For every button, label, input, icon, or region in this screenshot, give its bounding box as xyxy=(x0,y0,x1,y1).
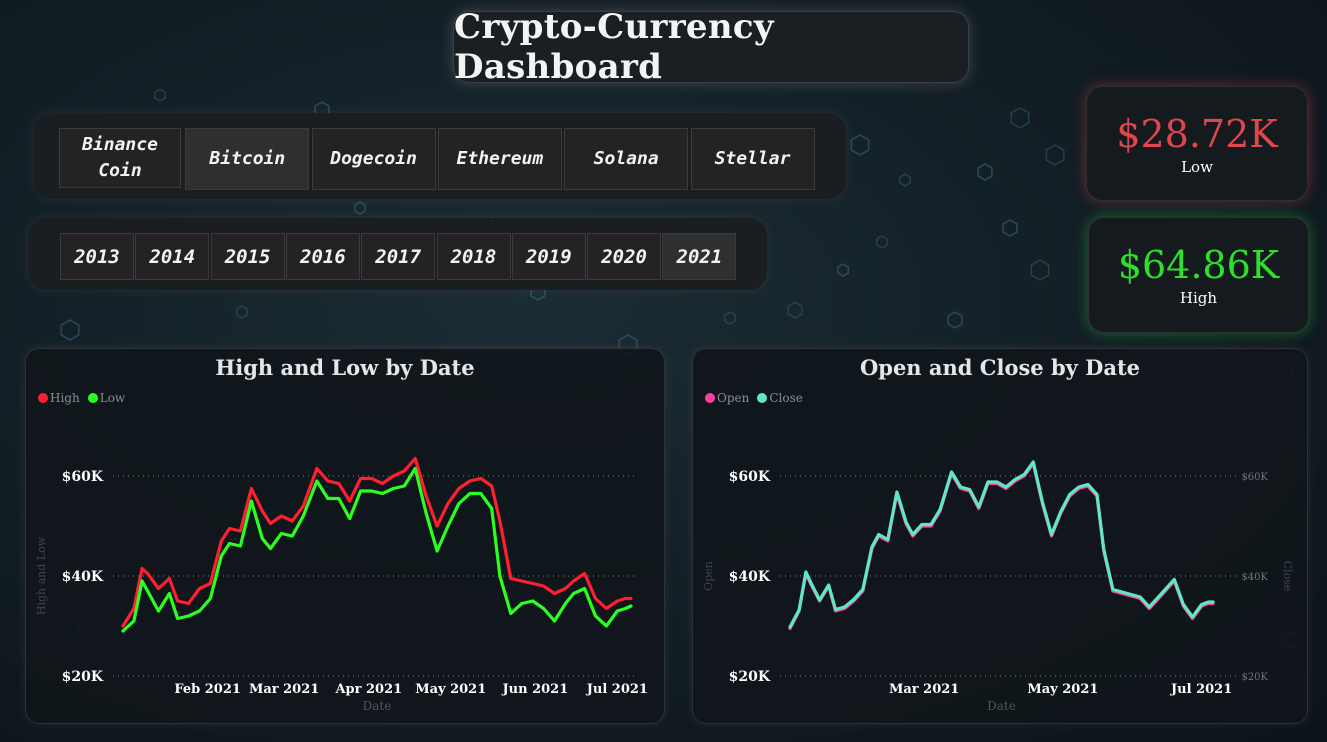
legend-open-label: Open xyxy=(717,391,750,405)
high-low-chart-title: High and Low by Date xyxy=(215,355,475,380)
background-hexagon xyxy=(1030,259,1050,281)
coin-button-bitcoin[interactable]: Bitcoin xyxy=(185,128,310,190)
high-low-legend[interactable]: High Low xyxy=(38,391,125,405)
legend-low-label: Low xyxy=(99,391,126,405)
legend-item-close[interactable]: Close xyxy=(757,391,803,405)
y-tick-label: $40K xyxy=(729,569,771,585)
x-tick-label: Feb 2021 xyxy=(174,682,241,697)
y-tick-label: $60K xyxy=(729,469,771,485)
y-right-tick-label: $40K xyxy=(1241,572,1268,583)
year-button-2016[interactable]: 2016 xyxy=(285,233,360,280)
low-kpi-label: Low xyxy=(1181,157,1213,176)
legend-item-high[interactable]: High xyxy=(38,391,80,405)
x-tick-label: Jul 2021 xyxy=(586,682,648,697)
x-tick-label: Mar 2021 xyxy=(249,682,319,697)
x-tick-label: Jun 2021 xyxy=(502,682,569,697)
background-hexagon xyxy=(154,88,166,102)
y-tick-label: $60K xyxy=(62,469,104,485)
x-tick-label: May 2021 xyxy=(1027,682,1098,697)
x-axis-title: Date xyxy=(987,699,1016,713)
legend-item-open[interactable]: Open xyxy=(705,391,749,405)
y-right-axis-title: Close xyxy=(1281,561,1294,592)
open-close-chart-title: Open and Close by Date xyxy=(859,355,1141,380)
y-tick-label: $20K xyxy=(729,669,771,685)
background-hexagon xyxy=(354,201,366,215)
x-tick-label: Apr 2021 xyxy=(334,682,402,697)
background-hexagon xyxy=(60,319,80,341)
x-tick-label: May 2021 xyxy=(415,682,486,697)
background-hexagon xyxy=(1010,107,1030,129)
y-tick-label: $20K xyxy=(62,669,104,685)
background-hexagon xyxy=(899,173,911,187)
open-close-legend[interactable]: Open Close xyxy=(705,391,803,405)
background-hexagon xyxy=(724,311,736,325)
year-button-2021[interactable]: 2021 xyxy=(662,233,737,280)
legend-high-label: High xyxy=(50,391,80,405)
background-hexagon xyxy=(1002,219,1018,237)
coin-slicer: Binance Coin Bitcoin Dogecoin Ethereum Solan… xyxy=(33,113,846,199)
open-close-chart-panel: $20K $40K $60K $20K $40K $60K Mar 2021 May 2021… xyxy=(692,348,1308,724)
background-hexagon xyxy=(947,311,963,329)
year-button-2013[interactable]: 2013 xyxy=(60,233,134,280)
year-button-2020[interactable]: 2020 xyxy=(587,233,662,280)
legend-item-low[interactable]: Low xyxy=(87,391,126,405)
legend-open-marker xyxy=(705,393,715,403)
x-axis-title: Date xyxy=(363,699,392,713)
coin-button-stellar[interactable]: Stellar xyxy=(690,128,815,190)
background-hexagon xyxy=(1045,144,1065,166)
y-tick-label: $40K xyxy=(62,569,104,585)
series-line-close[interactable] xyxy=(788,460,1215,629)
y-axis-title: Open xyxy=(702,561,715,591)
year-button-2018[interactable]: 2018 xyxy=(436,233,511,280)
high-low-chart[interactable]: $20K $40K $60K Feb 2021 Mar 2021 Apr 2021 May … xyxy=(26,349,664,723)
x-tick-label: Jul 2021 xyxy=(1170,682,1232,697)
year-slicer: 2013 2014 2015 2016 2017 2018 2019 2020 2021 xyxy=(28,218,767,290)
background-hexagon xyxy=(977,163,993,181)
y-right-tick-label: $60K xyxy=(1241,472,1268,483)
coin-button-solana[interactable]: Solana xyxy=(564,128,689,190)
coin-button-dogecoin[interactable]: Dogecoin xyxy=(311,128,436,190)
legend-low-marker xyxy=(87,393,98,403)
background-hexagon xyxy=(876,235,888,249)
legend-close-label: Close xyxy=(769,391,803,405)
high-kpi-card: $64.86K High xyxy=(1088,217,1309,333)
year-button-2019[interactable]: 2019 xyxy=(511,233,586,280)
dashboard-title: Crypto-Currency Dashboard xyxy=(454,7,774,87)
series-line-high[interactable] xyxy=(121,456,633,628)
background-hexagon xyxy=(850,134,870,156)
low-kpi-card: $28.72K Low xyxy=(1086,86,1308,201)
open-close-chart[interactable]: $20K $40K $60K $20K $40K $60K Mar 2021 May 2021… xyxy=(693,349,1307,723)
low-kpi-value: $28.72K xyxy=(1116,111,1278,156)
high-low-chart-panel: $20K $40K $60K Feb 2021 Mar 2021 Apr 2021 May … xyxy=(25,348,665,724)
coin-button-ethereum[interactable]: Ethereum xyxy=(437,128,562,190)
y-right-tick-label: $20K xyxy=(1241,672,1268,683)
x-tick-label: Mar 2021 xyxy=(889,682,959,697)
coin-button-binance-coin[interactable]: Binance Coin xyxy=(59,128,181,188)
series-line-open[interactable] xyxy=(788,461,1215,631)
year-button-2014[interactable]: 2014 xyxy=(135,233,210,280)
year-button-2017[interactable]: 2017 xyxy=(361,233,436,280)
high-kpi-value: $64.86K xyxy=(1117,243,1280,287)
background-hexagon xyxy=(236,305,248,319)
dashboard-title-box: Crypto-Currency Dashboard xyxy=(453,7,969,87)
background-hexagon xyxy=(837,263,849,277)
background-hexagon xyxy=(787,301,803,319)
high-kpi-label: High xyxy=(1179,289,1218,307)
legend-high-marker xyxy=(38,393,48,403)
y-axis-title: High and Low xyxy=(35,536,48,615)
year-button-2015[interactable]: 2015 xyxy=(210,233,285,280)
legend-close-marker xyxy=(757,393,768,403)
series-line-low[interactable] xyxy=(121,466,633,633)
